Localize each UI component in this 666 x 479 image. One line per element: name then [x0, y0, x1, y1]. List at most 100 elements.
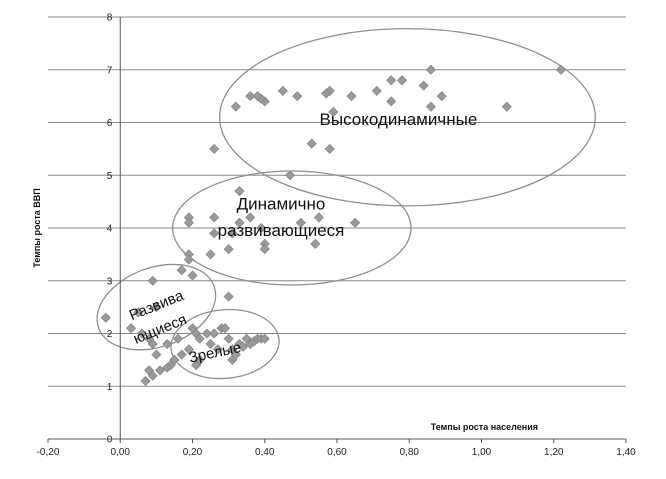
data-point	[346, 91, 357, 102]
data-point	[209, 212, 220, 223]
data-point	[234, 217, 245, 228]
cluster-ellipse-1	[218, 27, 596, 207]
data-point	[292, 91, 303, 102]
x-tick-label: 0,60	[327, 447, 347, 458]
data-point	[154, 365, 166, 376]
y-tick-label: 8	[107, 13, 113, 24]
data-point	[147, 370, 158, 381]
y-tick-label: 1	[107, 382, 113, 393]
data-point	[133, 307, 144, 318]
data-point	[285, 170, 296, 181]
data-point	[169, 354, 180, 365]
data-point	[501, 101, 512, 112]
data-point	[245, 91, 256, 102]
y-tick-label: 0	[107, 435, 113, 446]
data-point	[386, 96, 397, 107]
data-point	[136, 328, 147, 339]
data-point	[328, 106, 339, 117]
cluster-ellipse-4	[170, 308, 280, 380]
data-point	[173, 333, 184, 344]
data-point	[183, 217, 194, 228]
y-tick-label: 2	[107, 329, 113, 340]
y-tick-label: 3	[107, 276, 113, 287]
data-point	[223, 244, 234, 255]
data-point	[176, 265, 187, 276]
data-point	[295, 217, 306, 228]
data-point	[223, 291, 234, 302]
data-point	[147, 275, 158, 286]
data-point	[223, 333, 234, 344]
data-point	[151, 349, 162, 360]
data-point	[205, 249, 216, 260]
data-point	[230, 101, 241, 112]
x-tick-label: 1,40	[616, 447, 636, 458]
data-point	[259, 244, 270, 255]
data-point	[194, 354, 205, 365]
data-point	[151, 302, 162, 313]
data-point	[313, 212, 324, 223]
data-point	[201, 328, 212, 339]
data-point	[397, 75, 408, 86]
data-point	[147, 339, 158, 350]
data-point	[256, 222, 267, 234]
data-point	[321, 88, 332, 99]
data-point	[212, 344, 223, 355]
data-point	[209, 228, 220, 239]
data-point	[555, 64, 566, 75]
data-point	[176, 349, 187, 360]
data-point	[183, 254, 194, 265]
data-point	[219, 323, 231, 334]
data-point	[227, 354, 238, 365]
data-point	[227, 228, 238, 239]
x-tick-label: 0,40	[255, 447, 275, 458]
data-point	[259, 333, 270, 344]
cluster-label-highly-dynamic: Высокодинамичные	[320, 110, 478, 129]
data-point	[187, 270, 198, 281]
x-tick-label: 0,00	[111, 447, 131, 458]
data-point	[245, 212, 256, 223]
data-point	[234, 186, 245, 197]
data-point	[205, 339, 216, 350]
data-point	[425, 101, 436, 112]
data-point	[386, 75, 397, 86]
cluster-label-dynamic-line1: Динамично	[237, 195, 326, 214]
data-point	[310, 238, 321, 249]
cluster-labels: ВысокодинамичныеДинамичноразвивающиесяРа…	[127, 110, 477, 367]
axes: 0 1 2 3 4 5 6 7 8 -0,20 0,00 0,20 0,40 0,60 0,80 1,00 1,…	[37, 13, 637, 459]
x-tick-label: 1,00	[472, 447, 492, 458]
data-point	[418, 80, 429, 91]
y-tick-label: 5	[107, 171, 113, 182]
x-tick-label: 1,20	[544, 447, 564, 458]
data-point	[436, 91, 447, 102]
data-point	[350, 217, 361, 228]
data-point	[324, 143, 335, 154]
data-point	[194, 333, 205, 344]
x-tick-label: -0,20	[37, 447, 60, 458]
data-points	[100, 64, 566, 386]
x-tick-label: 0,80	[400, 447, 420, 458]
data-point	[371, 85, 382, 96]
x-tick-label: 0,20	[183, 447, 203, 458]
cluster-label-dynamic-line2: развивающиеся	[218, 221, 345, 240]
data-point	[252, 91, 263, 102]
data-point	[183, 344, 194, 355]
y-tick-label: 7	[107, 65, 113, 76]
y-axis-title: Темпы роста ВВП	[32, 188, 42, 267]
cluster-ellipse-2	[171, 170, 412, 286]
data-point	[126, 323, 137, 334]
y-tick-label: 6	[107, 118, 113, 129]
data-point	[209, 328, 220, 339]
data-point	[162, 362, 173, 373]
data-point	[238, 341, 249, 352]
data-point	[100, 312, 111, 323]
data-point	[306, 138, 317, 149]
x-axis-title: Темпы роста населения	[431, 422, 538, 432]
data-point	[425, 64, 436, 75]
data-point	[277, 85, 288, 96]
data-point	[140, 375, 151, 386]
y-tick-label: 4	[107, 224, 113, 235]
cluster-ellipses	[96, 27, 596, 380]
data-point	[209, 143, 220, 154]
